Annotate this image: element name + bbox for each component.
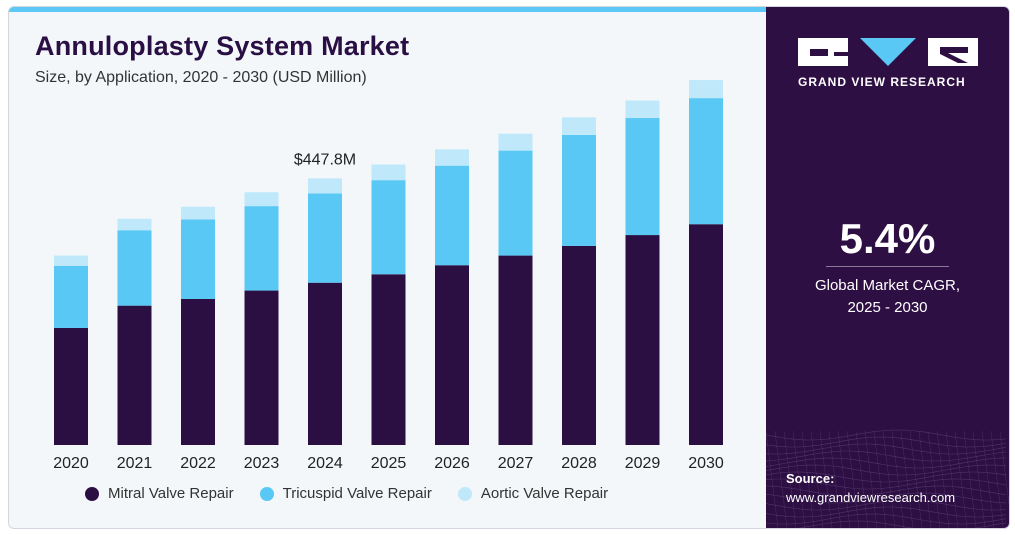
- summary-panel: GRAND VIEW RESEARCH 5.4% Global Market C…: [766, 7, 1009, 528]
- bar-2024-series-1: [308, 193, 342, 283]
- cagr-label-line1: Global Market CAGR,: [814, 277, 961, 294]
- bar-2024-series-2: [308, 178, 342, 194]
- x-tick-label-2029: 2029: [625, 455, 661, 472]
- chart-area: Annuloplasty System Market Size, by Appl…: [9, 7, 766, 528]
- x-tick-label-2026: 2026: [434, 455, 470, 472]
- cagr-value: 5.4%: [839, 215, 936, 262]
- x-tick-label-2030: 2030: [688, 455, 724, 472]
- legend-label-aortic: Aortic Valve Repair: [480, 485, 609, 502]
- bar-2023-series-1: [244, 206, 279, 291]
- bar-2028-series-0: [562, 245, 596, 445]
- bar-2020-series-1: [54, 265, 88, 328]
- legend-item-aortic: Aortic Valve Repair: [457, 485, 609, 502]
- cagr-divider: [826, 266, 949, 267]
- bar-2028-series-2: [562, 117, 596, 135]
- brand-name: GRAND VIEW RESEARCH: [798, 75, 966, 89]
- source-link[interactable]: www.grandviewresearch.com: [786, 490, 956, 505]
- bar-2025-series-1: [371, 180, 406, 275]
- legend-swatch-tricuspid: [259, 486, 274, 501]
- bar-2026-series-1: [435, 165, 469, 266]
- bar-2030-series-0: [689, 224, 723, 445]
- bar-2020-series-2: [54, 255, 88, 266]
- bar-2022-series-0: [181, 299, 215, 445]
- bar-2025-series-2: [371, 164, 406, 181]
- x-tick-label-2027: 2027: [498, 455, 534, 472]
- cagr-label: Global Market CAGR, 2025 - 2030: [766, 275, 1009, 319]
- bar-2022-series-2: [181, 206, 215, 220]
- bar-2028-series-1: [562, 134, 596, 246]
- accent-bar: [9, 7, 766, 12]
- bar-2021-series-2: [117, 218, 152, 231]
- x-tick-label-2028: 2028: [561, 455, 597, 472]
- grand-view-research-logo: [798, 38, 978, 66]
- legend-item-tricuspid: Tricuspid Valve Repair: [259, 485, 432, 502]
- legend-label-tricuspid: Tricuspid Valve Repair: [282, 485, 432, 502]
- legend-item-mitral: Mitral Valve Repair: [85, 485, 234, 502]
- bar-2030-series-2: [689, 80, 723, 99]
- x-tick-label-2020: 2020: [53, 455, 89, 472]
- bar-2027-series-1: [498, 150, 533, 256]
- x-tick-label-2025: 2025: [371, 455, 407, 472]
- legend: Mitral Valve Repair Tricuspid Valve Repa…: [85, 485, 608, 502]
- bar-2027-series-2: [498, 133, 533, 151]
- x-tick-label-2022: 2022: [180, 455, 216, 472]
- bar-2020-series-0: [54, 327, 88, 445]
- bar-2026-series-0: [435, 265, 469, 445]
- bar-2029-series-1: [625, 118, 660, 236]
- chart-card: Annuloplasty System Market Size, by Appl…: [8, 6, 1010, 529]
- legend-label-mitral: Mitral Valve Repair: [108, 485, 234, 502]
- legend-swatch-mitral: [85, 486, 99, 501]
- cagr-label-line2: 2025 - 2030: [847, 299, 928, 316]
- bar-2025-series-0: [371, 274, 406, 445]
- bar-2021-series-1: [117, 230, 152, 306]
- chart-subtitle: Size, by Application, 2020 - 2030 (USD M…: [35, 69, 367, 86]
- bar-2030-series-1: [689, 98, 723, 225]
- bar-2027-series-0: [498, 255, 533, 445]
- stacked-bar-chart: 2020 2021 2022 2023 2024 2025 2026 2027 2028 2029…: [53, 80, 724, 472]
- bar-2023-series-2: [244, 192, 279, 207]
- bar-2021-series-0: [117, 305, 152, 445]
- x-tick-label-2021: 2021: [117, 455, 153, 472]
- bar-2023-series-0: [244, 290, 279, 445]
- legend-swatch-aortic: [457, 486, 472, 501]
- bar-2024-series-0: [308, 282, 342, 445]
- bar-2022-series-1: [181, 219, 215, 300]
- source-label: Source:: [786, 471, 835, 486]
- bar-2029-series-2: [625, 100, 660, 119]
- x-tick-label-2024: 2024: [307, 455, 343, 472]
- chart-title: Annuloplasty System Market: [35, 31, 410, 61]
- data-label-0: $447.8M: [294, 151, 356, 168]
- decorative-mesh: [766, 429, 1009, 528]
- bar-2026-series-2: [435, 149, 469, 166]
- bar-2029-series-0: [625, 235, 660, 445]
- x-tick-label-2023: 2023: [244, 455, 280, 472]
